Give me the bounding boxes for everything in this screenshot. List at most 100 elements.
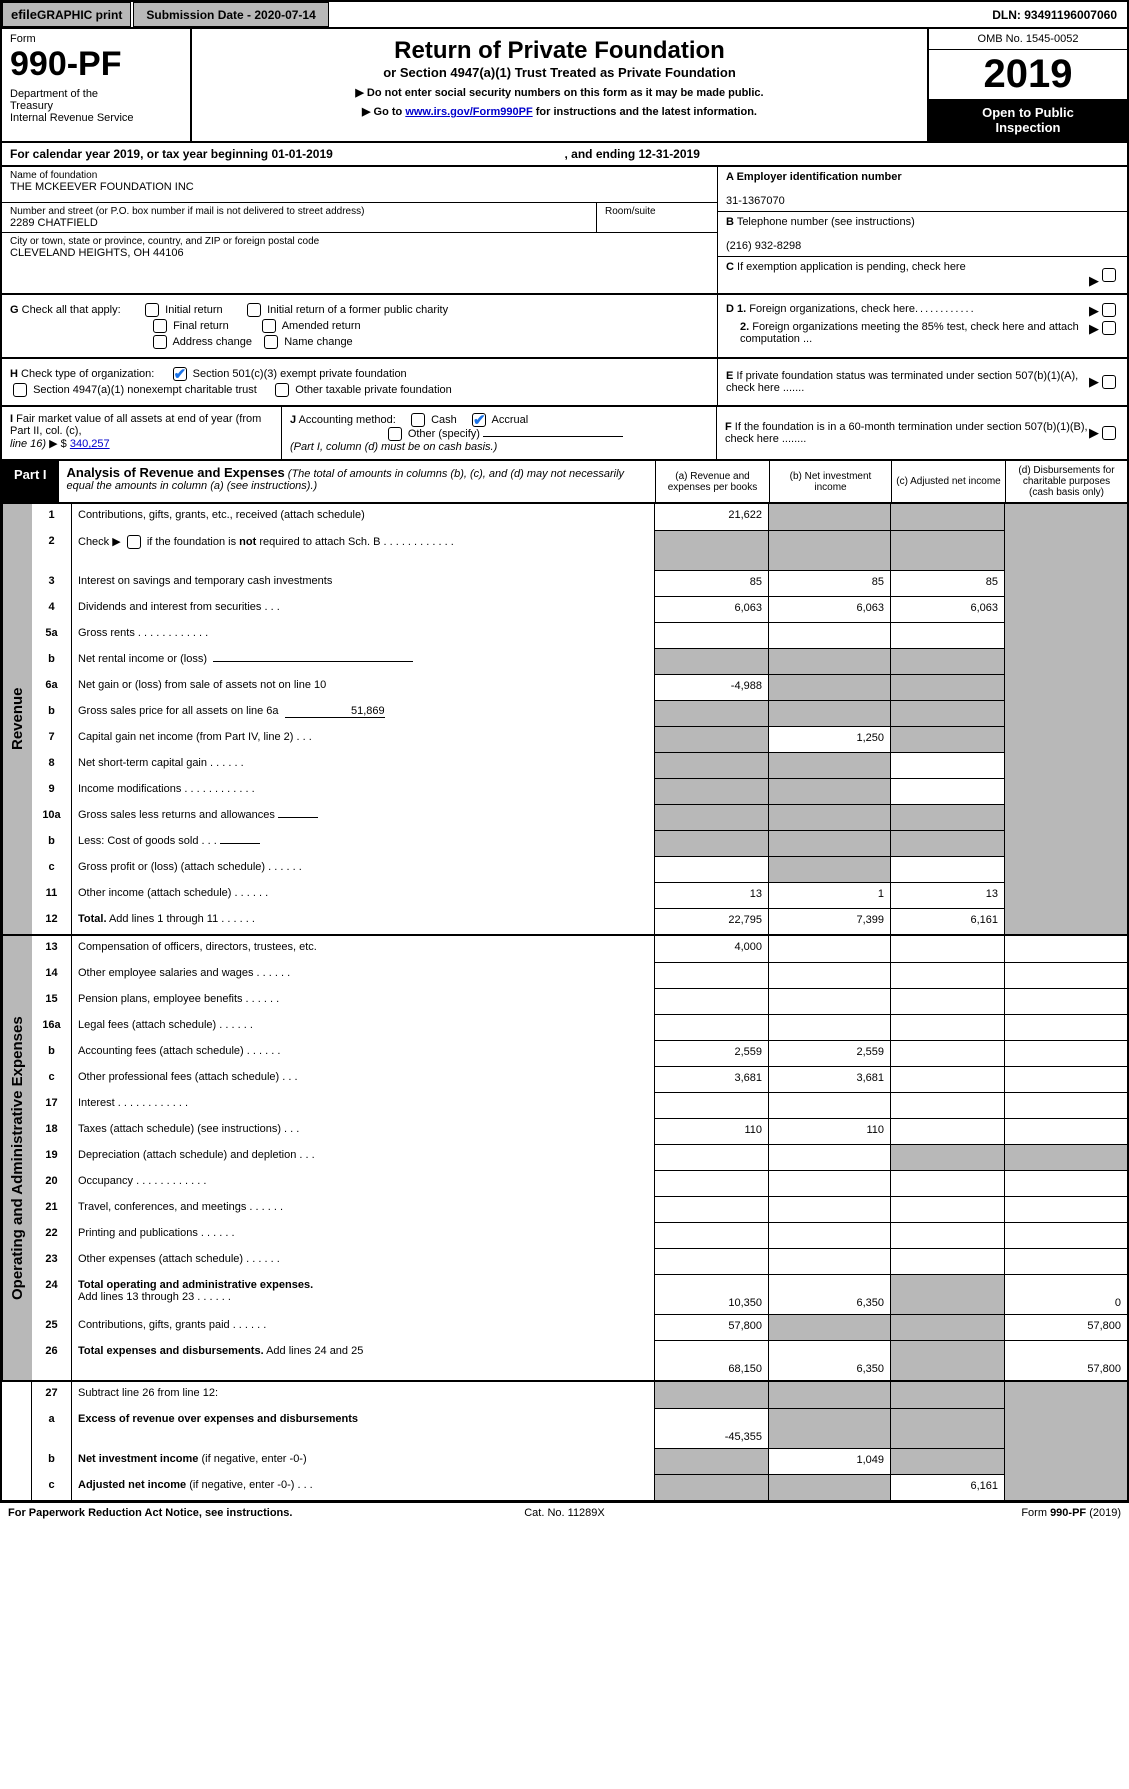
d1-checkbox[interactable] <box>1102 303 1116 317</box>
v19d <box>1005 1144 1127 1170</box>
rev-col-a: 21,622 85 6,063 -4,988 13 22,795 <box>655 504 769 934</box>
v24d: 0 <box>1005 1274 1127 1314</box>
col-c-header: (c) Adjusted net income <box>891 461 1005 502</box>
accrual-checkbox[interactable] <box>472 413 486 427</box>
v14c <box>891 962 1004 988</box>
ln6a: 6a <box>32 674 71 700</box>
other-taxable-checkbox[interactable] <box>275 383 289 397</box>
tel-value: (216) 932-8298 <box>726 240 801 252</box>
check-section-h: H Check type of organization: Section 50… <box>0 359 1129 407</box>
revenue-table: Revenue 1 2 3 4 5a b 6a b 7 8 9 10a b c … <box>0 504 1129 936</box>
form-number: 990-PF <box>10 45 182 84</box>
v10bc <box>891 830 1004 856</box>
v12b: 7,399 <box>769 908 890 934</box>
fr-pre: Form <box>1021 1507 1050 1519</box>
initial-return-checkbox[interactable] <box>145 303 159 317</box>
amended-label: Amended return <box>282 320 361 332</box>
header-left: Form 990-PF Department of the Treasury I… <box>2 29 192 141</box>
d24: Total operating and administrative expen… <box>72 1274 654 1314</box>
form-page: efile GRAPHIC print Submission Date - 20… <box>0 0 1129 1523</box>
v27ba <box>655 1448 768 1474</box>
sch-b-checkbox[interactable] <box>127 535 141 549</box>
d8: Net short-term capital gain . . . . . . <box>72 752 654 778</box>
v21a <box>655 1196 768 1222</box>
v10ca <box>655 856 768 882</box>
f-checkbox[interactable] <box>1102 426 1116 440</box>
d2-row: 2. Foreign organizations meeting the 85%… <box>726 321 1119 345</box>
initial-former-checkbox[interactable] <box>247 303 261 317</box>
instr-link[interactable]: www.irs.gov/Form990PF <box>405 106 532 118</box>
d25d: . . . . . . <box>230 1319 267 1331</box>
exemption-checkbox[interactable] <box>1102 268 1116 282</box>
d2-checkbox[interactable] <box>1102 321 1116 335</box>
v15a <box>655 988 768 1014</box>
v26c <box>891 1340 1004 1380</box>
v20c <box>891 1170 1004 1196</box>
rev-col-d <box>1005 504 1127 934</box>
expenses-tab: Operating and Administrative Expenses <box>2 936 32 1380</box>
v1b <box>769 504 890 530</box>
d4: Dividends and interest from securities .… <box>72 596 654 622</box>
v27cc: 6,161 <box>891 1474 1004 1500</box>
h-text: Check type of organization: <box>21 368 154 380</box>
d4d: . . . <box>261 601 279 613</box>
j-text: Accounting method: <box>299 414 396 426</box>
d10b: Less: Cost of goods sold . . . <box>72 830 654 856</box>
d11t: Other income (attach schedule) <box>78 887 231 899</box>
d3: Interest on savings and temporary cash i… <box>72 570 654 596</box>
d22d: . . . . . . <box>198 1227 235 1239</box>
v13b <box>769 936 890 962</box>
ln15: 15 <box>32 988 71 1014</box>
ln14: 14 <box>32 962 71 988</box>
d24b: Total operating and administrative expen… <box>78 1279 313 1291</box>
address-change-checkbox[interactable] <box>153 335 167 349</box>
d5bt: Net rental income or (loss) <box>78 653 207 665</box>
v26a: 68,150 <box>655 1340 768 1380</box>
amended-return-checkbox[interactable] <box>262 319 276 333</box>
v21d <box>1005 1196 1127 1222</box>
i-block: I Fair market value of all assets at end… <box>2 407 282 459</box>
d16ad: . . . . . . <box>216 1019 253 1031</box>
efile-button[interactable]: efile GRAPHIC print <box>2 2 131 27</box>
revenue-line-nums: 1 2 3 4 5a b 6a b 7 8 9 10a b c 11 12 <box>32 504 72 934</box>
v5ba <box>655 648 768 674</box>
v22c <box>891 1222 1004 1248</box>
d19: Depreciation (attach schedule) and deple… <box>72 1144 654 1170</box>
cash-checkbox[interactable] <box>411 413 425 427</box>
d7t: Capital gain net income (from Part IV, l… <box>78 731 293 743</box>
v10ab <box>769 804 890 830</box>
other-method-checkbox[interactable] <box>388 427 402 441</box>
d2-label: 2. <box>740 321 749 333</box>
501c3-checkbox[interactable] <box>173 367 187 381</box>
name-change-checkbox[interactable] <box>264 335 278 349</box>
h-row1: H Check type of organization: Section 50… <box>10 367 709 381</box>
ln24: 24 <box>32 1274 71 1314</box>
d-block: D 1. Foreign organizations, check here..… <box>717 295 1127 357</box>
d5b-line <box>213 661 413 662</box>
inspection-badge: Open to Public Inspection <box>929 99 1127 141</box>
d12: Total. Add lines 1 through 11 . . . . . … <box>72 908 654 934</box>
v4b: 6,063 <box>769 596 890 622</box>
initial-label: Initial return <box>165 304 222 316</box>
d8d: . . . . . . <box>207 757 244 769</box>
part1-header: Part I Analysis of Revenue and Expenses … <box>0 461 1129 504</box>
v19c <box>891 1144 1004 1170</box>
v5bc <box>891 648 1004 674</box>
dln: DLN: 93491196007060 <box>982 2 1127 27</box>
d2-post: if the foundation is <box>147 536 239 548</box>
d26t: Add lines 24 and 25 <box>264 1345 364 1357</box>
v27aa: -45,355 <box>655 1408 768 1448</box>
addr-left: Number and street (or P.O. box number if… <box>2 203 597 232</box>
initial-former-label: Initial return of a former public charit… <box>267 304 448 316</box>
e-checkbox[interactable] <box>1102 375 1116 389</box>
fr-bold: 990-PF <box>1050 1507 1086 1519</box>
v22b <box>769 1222 890 1248</box>
ln19: 19 <box>32 1144 71 1170</box>
d14d: . . . . . . <box>253 967 290 979</box>
final-return-checkbox[interactable] <box>153 319 167 333</box>
col-b-header: (b) Net investment income <box>769 461 891 502</box>
ln10c: c <box>32 856 71 882</box>
v16ab <box>769 1014 890 1040</box>
4947-checkbox[interactable] <box>13 383 27 397</box>
d10a-line <box>278 817 318 818</box>
